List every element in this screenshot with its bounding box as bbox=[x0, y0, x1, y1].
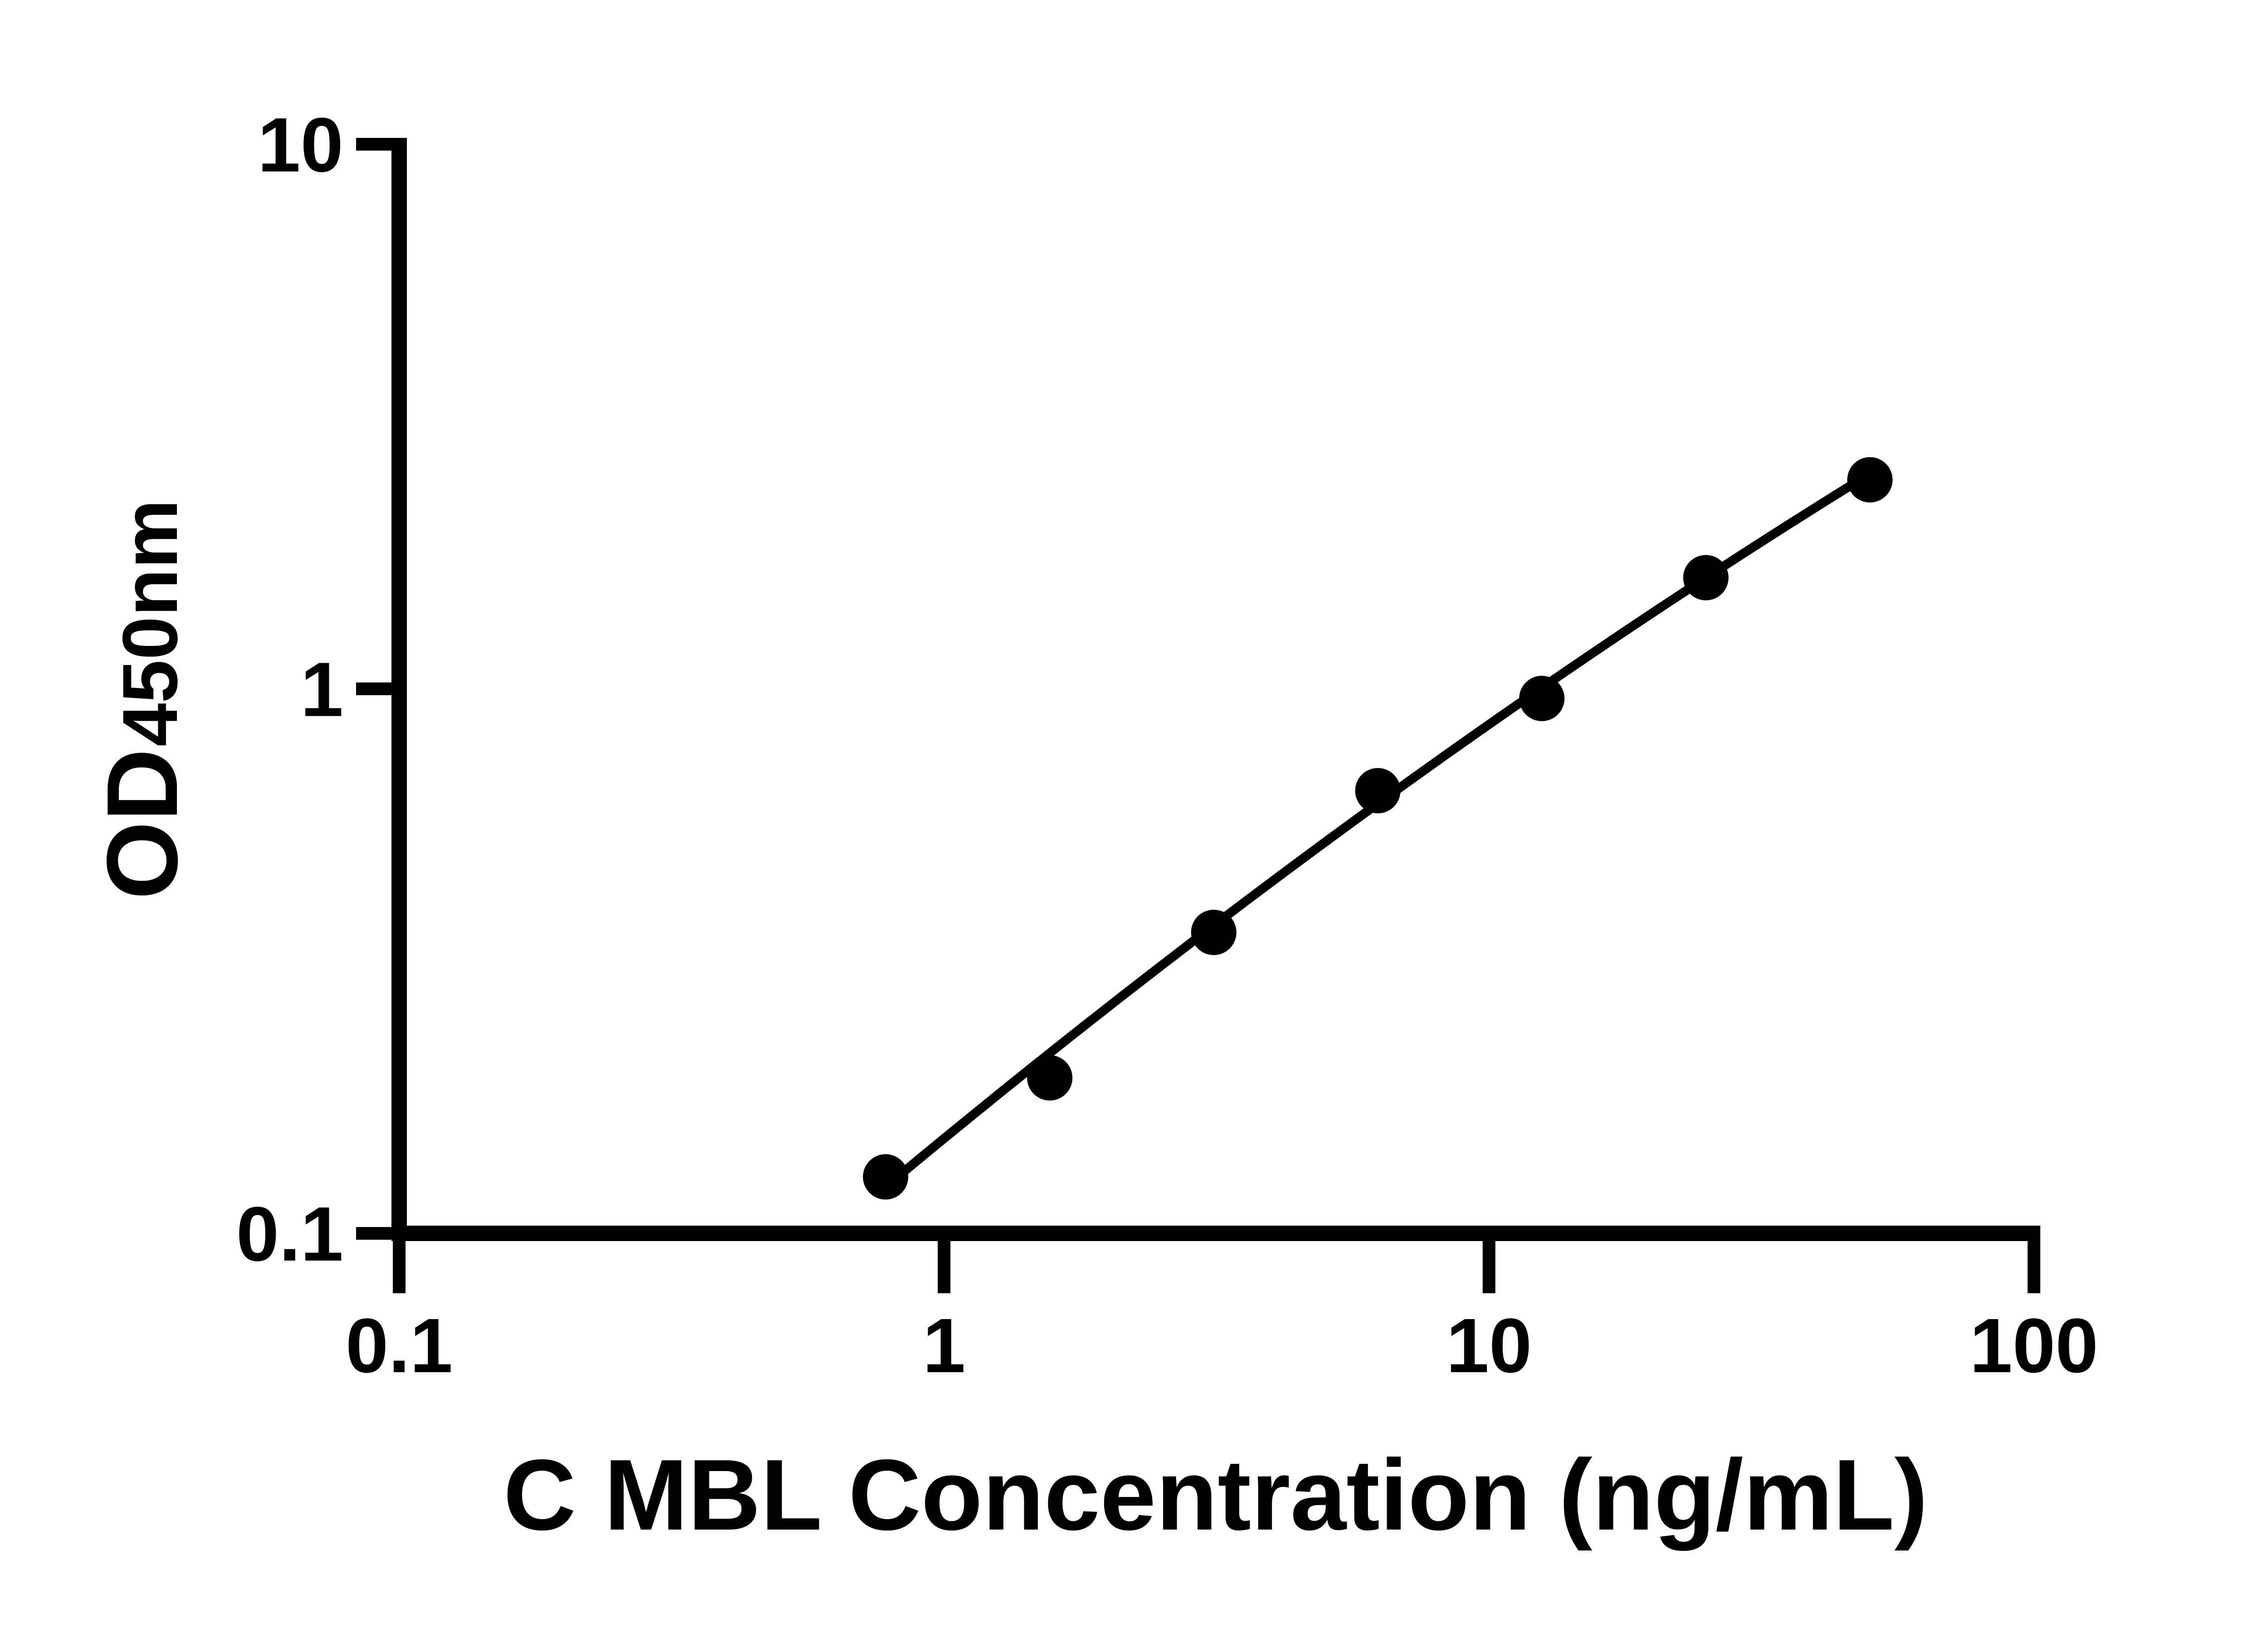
y-axis-title: OD 450nm bbox=[86, 499, 199, 900]
x-axis-title: C MBL Concentration (ng/mL) bbox=[503, 1439, 1928, 1551]
x-tick-label: 0.1 bbox=[346, 1303, 453, 1389]
data-point-marker bbox=[863, 1154, 909, 1200]
data-points bbox=[863, 457, 1893, 1200]
data-point-marker bbox=[1027, 1055, 1073, 1101]
y-axis-ticks bbox=[356, 138, 391, 1240]
y-axis-title-main: OD bbox=[86, 748, 199, 900]
x-axis-ticks bbox=[393, 1241, 2040, 1293]
y-axis-title-subscript: 450nm bbox=[107, 499, 194, 747]
data-point-marker bbox=[1683, 555, 1729, 601]
y-axis-tick-labels: 0.1 1 10 bbox=[236, 102, 343, 1277]
y-tick-label: 0.1 bbox=[236, 1191, 343, 1277]
y-tick-label: 1 bbox=[300, 647, 343, 733]
x-axis-tick-labels: 0.1 1 10 100 bbox=[346, 1303, 2098, 1389]
data-point-marker bbox=[1519, 675, 1565, 721]
x-tick-label: 1 bbox=[923, 1303, 966, 1389]
axes: 0.1 1 10 100 0.1 1 10 bbox=[236, 102, 2098, 1389]
y-tick-label: 10 bbox=[258, 102, 343, 188]
data-point-marker bbox=[1847, 457, 1893, 503]
x-tick-label: 10 bbox=[1446, 1303, 1532, 1389]
data-point-marker bbox=[1191, 909, 1237, 955]
data-point-marker bbox=[1355, 768, 1401, 814]
x-tick-label: 100 bbox=[1970, 1303, 2098, 1389]
